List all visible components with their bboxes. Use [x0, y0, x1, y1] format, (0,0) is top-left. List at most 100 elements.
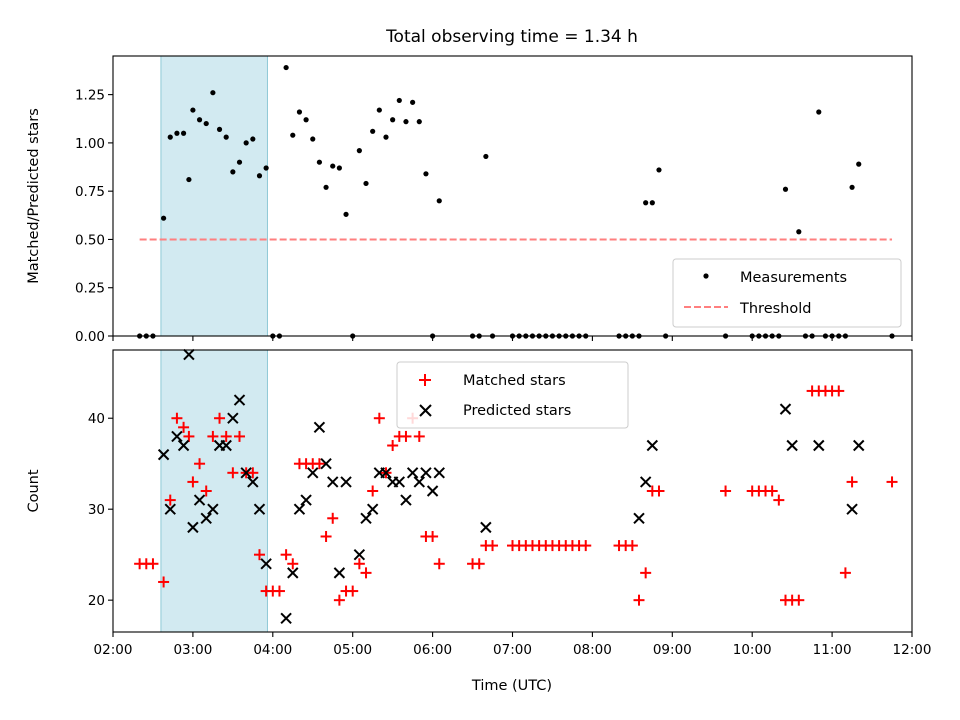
matched-star-point [164, 494, 176, 506]
measurement-point [423, 171, 429, 177]
y-tick-label: 30 [88, 502, 105, 518]
observing-span [160, 349, 268, 633]
predicted-star-point [853, 439, 865, 452]
matched-star-point [640, 567, 652, 579]
predicted-star-point [307, 467, 319, 479]
matched-star-point [633, 594, 645, 606]
predicted-star-point [327, 476, 339, 488]
x-tick-label: 03:00 [173, 642, 212, 658]
x-tick-label: 05:00 [333, 642, 372, 658]
measurement-point [370, 128, 376, 134]
legend-measurements-label: Measurements [740, 270, 847, 286]
matched-star-point [360, 567, 372, 579]
matched-star-point [773, 494, 785, 506]
measurement-point [483, 153, 489, 160]
measurement-point [190, 107, 196, 113]
y-tick-label: 1.00 [75, 136, 105, 152]
measurement-point [356, 148, 362, 154]
predicted-star-point [280, 612, 292, 625]
matched-star-point [273, 585, 285, 597]
x-tick-label: 12:00 [893, 642, 932, 658]
measurement-point [856, 161, 862, 167]
measurement-point [167, 134, 173, 140]
measurement-point [376, 107, 382, 113]
measurement-point [174, 130, 180, 136]
measurement-point [243, 140, 249, 146]
predicted-star-point [253, 503, 266, 515]
predicted-star-point [177, 439, 190, 452]
predicted-star-point [207, 503, 219, 515]
matched-star-point [626, 540, 638, 552]
predicted-star-point [433, 467, 445, 479]
predicted-star-point [393, 476, 406, 488]
measurement-point [410, 99, 416, 105]
matched-star-point [247, 467, 259, 479]
matched-star-point [653, 485, 665, 497]
matched-star-point [327, 512, 339, 524]
predicted-star-point [400, 494, 412, 506]
measurement-point [263, 165, 269, 171]
measurement-point [330, 163, 336, 169]
predicted-star-point [183, 348, 195, 361]
predicted-star-point [193, 494, 206, 506]
measurement-point [216, 126, 223, 132]
matched-star-point [400, 430, 412, 442]
matched-star-point [373, 412, 385, 424]
matched-star-point [147, 558, 159, 570]
measurement-point [256, 173, 263, 179]
matched-star-point [287, 558, 299, 570]
x-tick-label: 09:00 [653, 642, 692, 658]
predicted-star-point [633, 512, 645, 524]
x-tick-label: 08:00 [573, 642, 612, 658]
predicted-star-point [639, 476, 652, 488]
measurement-point [436, 198, 442, 204]
measurement-point [230, 169, 236, 175]
measurement-point [283, 64, 289, 71]
matched-star-point [214, 412, 226, 424]
top-panel: 0.00 0.25 0.50 0.75 1.00 1.25 Matched/Predict… [26, 55, 913, 345]
matched-star-point [433, 558, 445, 570]
measurement-point [403, 119, 409, 125]
measurement-point [303, 117, 309, 123]
predicted-star-point [380, 467, 392, 479]
x-axis-label: Time (UTC) [471, 678, 552, 694]
predicted-star-point [164, 503, 176, 515]
measurement-point [643, 200, 649, 206]
predicted-star-point [779, 403, 792, 415]
predicted-star-point [646, 439, 659, 452]
predicted-star-point [413, 476, 425, 488]
predicted-star-point [227, 412, 239, 424]
top-plot-area [137, 64, 895, 339]
matched-star-point [187, 476, 199, 488]
matched-star-point [473, 558, 485, 570]
matched-star-point [183, 430, 195, 442]
measurement-point [416, 119, 422, 125]
legend-predicted-label: Predicted stars [463, 403, 571, 419]
measurement-point [649, 200, 655, 206]
y-tick-label: 40 [88, 411, 105, 427]
measurement-point [290, 132, 296, 138]
top-axes-frame [112, 55, 913, 337]
matched-star-point [367, 485, 379, 497]
matched-star-point [234, 430, 246, 442]
measurement-point [250, 136, 256, 142]
predicted-star-point [333, 567, 346, 579]
matched-star-point [313, 458, 325, 470]
matched-star-point [171, 412, 183, 424]
measurement-point [390, 117, 396, 123]
measurement-point [796, 229, 802, 235]
matched-star-point [886, 476, 898, 488]
predicted-star-point [287, 567, 299, 579]
measurement-point [316, 159, 323, 165]
predicted-star-point [171, 430, 183, 443]
predicted-star-point [420, 467, 432, 479]
matched-star-point [347, 585, 359, 597]
legend-measurements-marker [703, 273, 709, 279]
matched-star-point [333, 594, 345, 606]
predicted-star-point [360, 512, 372, 524]
matched-star-point [178, 421, 190, 433]
measurement-point [336, 165, 342, 171]
bottom-panel: 20 30 40 02:00 03:00 04:00 05:00 06:00 07:00 08:… [26, 348, 932, 694]
matched-star-point [833, 385, 845, 397]
matched-star-point [427, 530, 439, 542]
